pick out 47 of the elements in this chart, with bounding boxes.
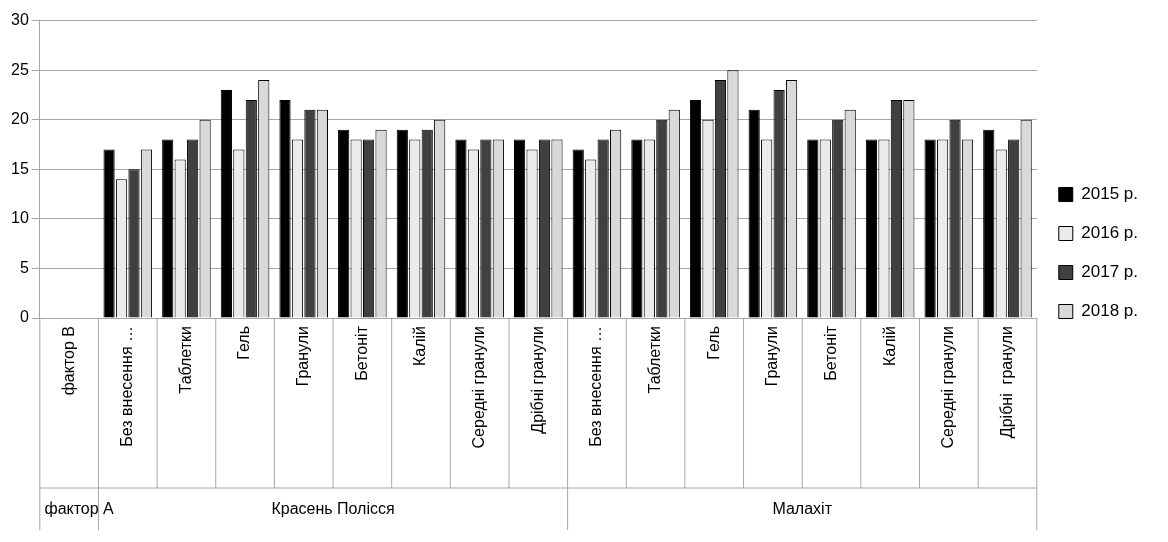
x-tick-label: Без внесення … <box>587 326 605 447</box>
bar <box>162 139 174 318</box>
text: Красень Полісся <box>271 500 395 518</box>
legend-label: 2016 р. <box>1081 223 1139 243</box>
bar <box>220 89 232 318</box>
bar <box>631 139 643 318</box>
text: Малахіт <box>772 500 833 518</box>
x-tick-label: Гель <box>235 326 253 360</box>
legend-label: 2018 р. <box>1081 301 1139 321</box>
x-tick-label: Гранули <box>294 326 312 387</box>
x-tick-label: Дрібні гранули <box>528 326 546 434</box>
y-tick-label: 25 <box>11 60 29 78</box>
x-tick-label: Без внесення … <box>118 326 136 447</box>
x-tick-label: Дрібні гранули <box>997 326 1015 439</box>
bar <box>513 139 526 318</box>
y-tick-label: 15 <box>11 159 29 177</box>
bar <box>924 139 936 318</box>
y-tick-label: 5 <box>19 258 29 276</box>
y-tick-label: 0 <box>19 308 29 326</box>
y-tick-label: 30 <box>11 11 29 29</box>
x-tick-label: Калій <box>411 326 429 367</box>
x-tick-label: Гранули <box>763 326 781 387</box>
x-tick-label: Бетоніт <box>821 325 839 381</box>
bar <box>689 99 702 318</box>
x-tick-label: Гель <box>704 326 722 360</box>
legend-label: 2017 р. <box>1081 262 1139 282</box>
bar <box>572 149 584 318</box>
x-tick-label: Калій <box>880 326 898 367</box>
bar <box>748 109 760 318</box>
y-tick-label: 10 <box>11 209 29 227</box>
x-tick-label: Бетоніт <box>352 325 370 381</box>
bar <box>103 149 115 318</box>
bar <box>983 129 995 318</box>
bar <box>338 129 350 318</box>
x-tick-label: фактор B <box>59 326 77 396</box>
y-tick-label: 20 <box>11 110 29 128</box>
x-tick-label: Таблетки <box>176 326 194 394</box>
x-tick-label: Таблетки <box>645 326 663 394</box>
bar <box>279 99 291 318</box>
bar <box>865 139 878 318</box>
bar <box>455 139 467 318</box>
bar <box>807 139 819 318</box>
bar <box>396 129 408 318</box>
legend-label: 2015 р. <box>1081 184 1139 204</box>
text: фактор А <box>44 500 115 518</box>
x-tick-label: Середні гранули <box>939 326 957 449</box>
x-tick-label: Середні гранули <box>470 326 488 449</box>
